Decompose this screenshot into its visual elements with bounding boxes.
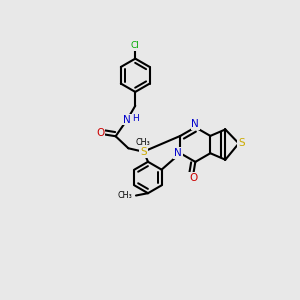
Text: Cl: Cl	[131, 41, 140, 50]
Text: O: O	[189, 173, 197, 183]
Text: N: N	[191, 119, 199, 130]
Text: N: N	[174, 148, 182, 158]
Text: H: H	[133, 114, 139, 123]
Text: N: N	[123, 115, 131, 124]
Text: S: S	[140, 147, 147, 157]
Text: CH₃: CH₃	[136, 137, 150, 146]
Text: O: O	[96, 128, 104, 139]
Text: CH₃: CH₃	[118, 191, 133, 200]
Text: S: S	[238, 138, 245, 148]
